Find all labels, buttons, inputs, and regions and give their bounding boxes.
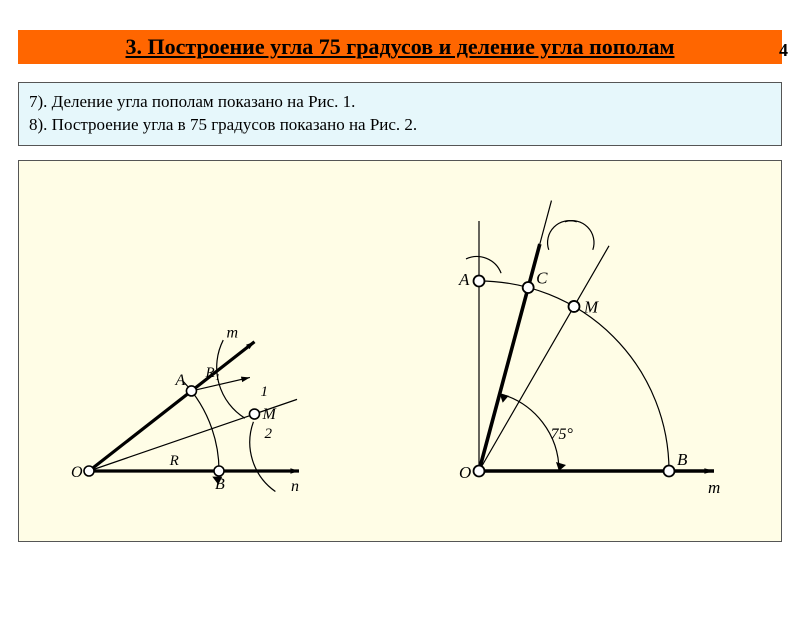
figures-svg: O A B Mm n R R₁ 1 2 O A B C Mm 75° xyxy=(19,161,779,539)
svg-text:R₁: R₁ xyxy=(204,365,219,381)
page-number: 4 xyxy=(779,40,788,61)
svg-text:A: A xyxy=(458,270,470,289)
svg-text:M: M xyxy=(583,297,599,316)
svg-text:75°: 75° xyxy=(551,426,574,443)
svg-text:A: A xyxy=(174,372,185,389)
svg-text:2: 2 xyxy=(264,426,272,442)
svg-text:1: 1 xyxy=(260,384,268,400)
note-line-2: 8). Построение угла в 75 градусов показа… xyxy=(29,114,771,137)
section-title: 3. Построение угла 75 градусов и деление… xyxy=(126,34,675,59)
svg-text:n: n xyxy=(291,478,299,495)
svg-text:m: m xyxy=(226,325,238,342)
svg-text:M: M xyxy=(261,406,277,423)
svg-text:C: C xyxy=(536,268,548,287)
svg-text:R: R xyxy=(169,453,179,469)
svg-text:O: O xyxy=(459,463,471,482)
svg-text:B: B xyxy=(677,450,688,469)
svg-text:m: m xyxy=(708,478,720,497)
note-line-1: 7). Деление угла пополам показано на Рис… xyxy=(29,91,771,114)
svg-text:B: B xyxy=(215,476,225,493)
figure-panel: O A B Mm n R R₁ 1 2 O A B C Mm 75° xyxy=(18,160,782,542)
svg-text:O: O xyxy=(71,464,83,481)
section-title-bar: 3. Построение угла 75 градусов и деление… xyxy=(18,30,782,64)
notes-box: 7). Деление угла пополам показано на Рис… xyxy=(18,82,782,146)
